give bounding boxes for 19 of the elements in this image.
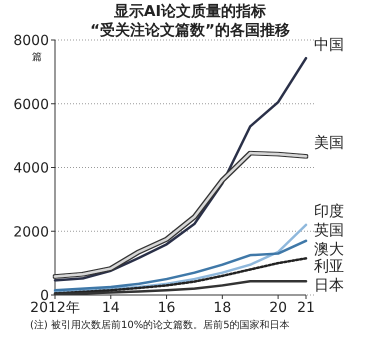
y-tick-label: 6000 (13, 96, 49, 113)
chart-title: 显示AI论文质量的指标 “受关注论文篇数”的各国推移 (90, 2, 290, 39)
y-tick-label: 4000 (13, 160, 49, 176)
series-label: 英国 (314, 221, 344, 239)
y-axis-title: 篇 (32, 52, 42, 63)
x-tick-label: 2012年 (30, 300, 80, 316)
y-tick-label: 2000 (13, 224, 49, 240)
x-tick-label: 16 (158, 300, 176, 316)
series-label: 中国 (314, 35, 344, 54)
x-tick-label: 20 (269, 300, 288, 316)
x-tick-label: 14 (102, 300, 120, 316)
series-label: 美国 (314, 133, 344, 152)
series-label: 印度 (314, 202, 344, 220)
series-label: 澳大利亚 (314, 240, 344, 275)
series-label: 日本 (314, 276, 344, 294)
text: (注) 被引用次数居前10%的论文篇数。居前5的国家和日本 (30, 319, 290, 331)
x-tick-label: 18 (213, 300, 232, 316)
x-tick-label: 21 (297, 300, 315, 316)
y-tick-label: 8000 (13, 33, 49, 49)
